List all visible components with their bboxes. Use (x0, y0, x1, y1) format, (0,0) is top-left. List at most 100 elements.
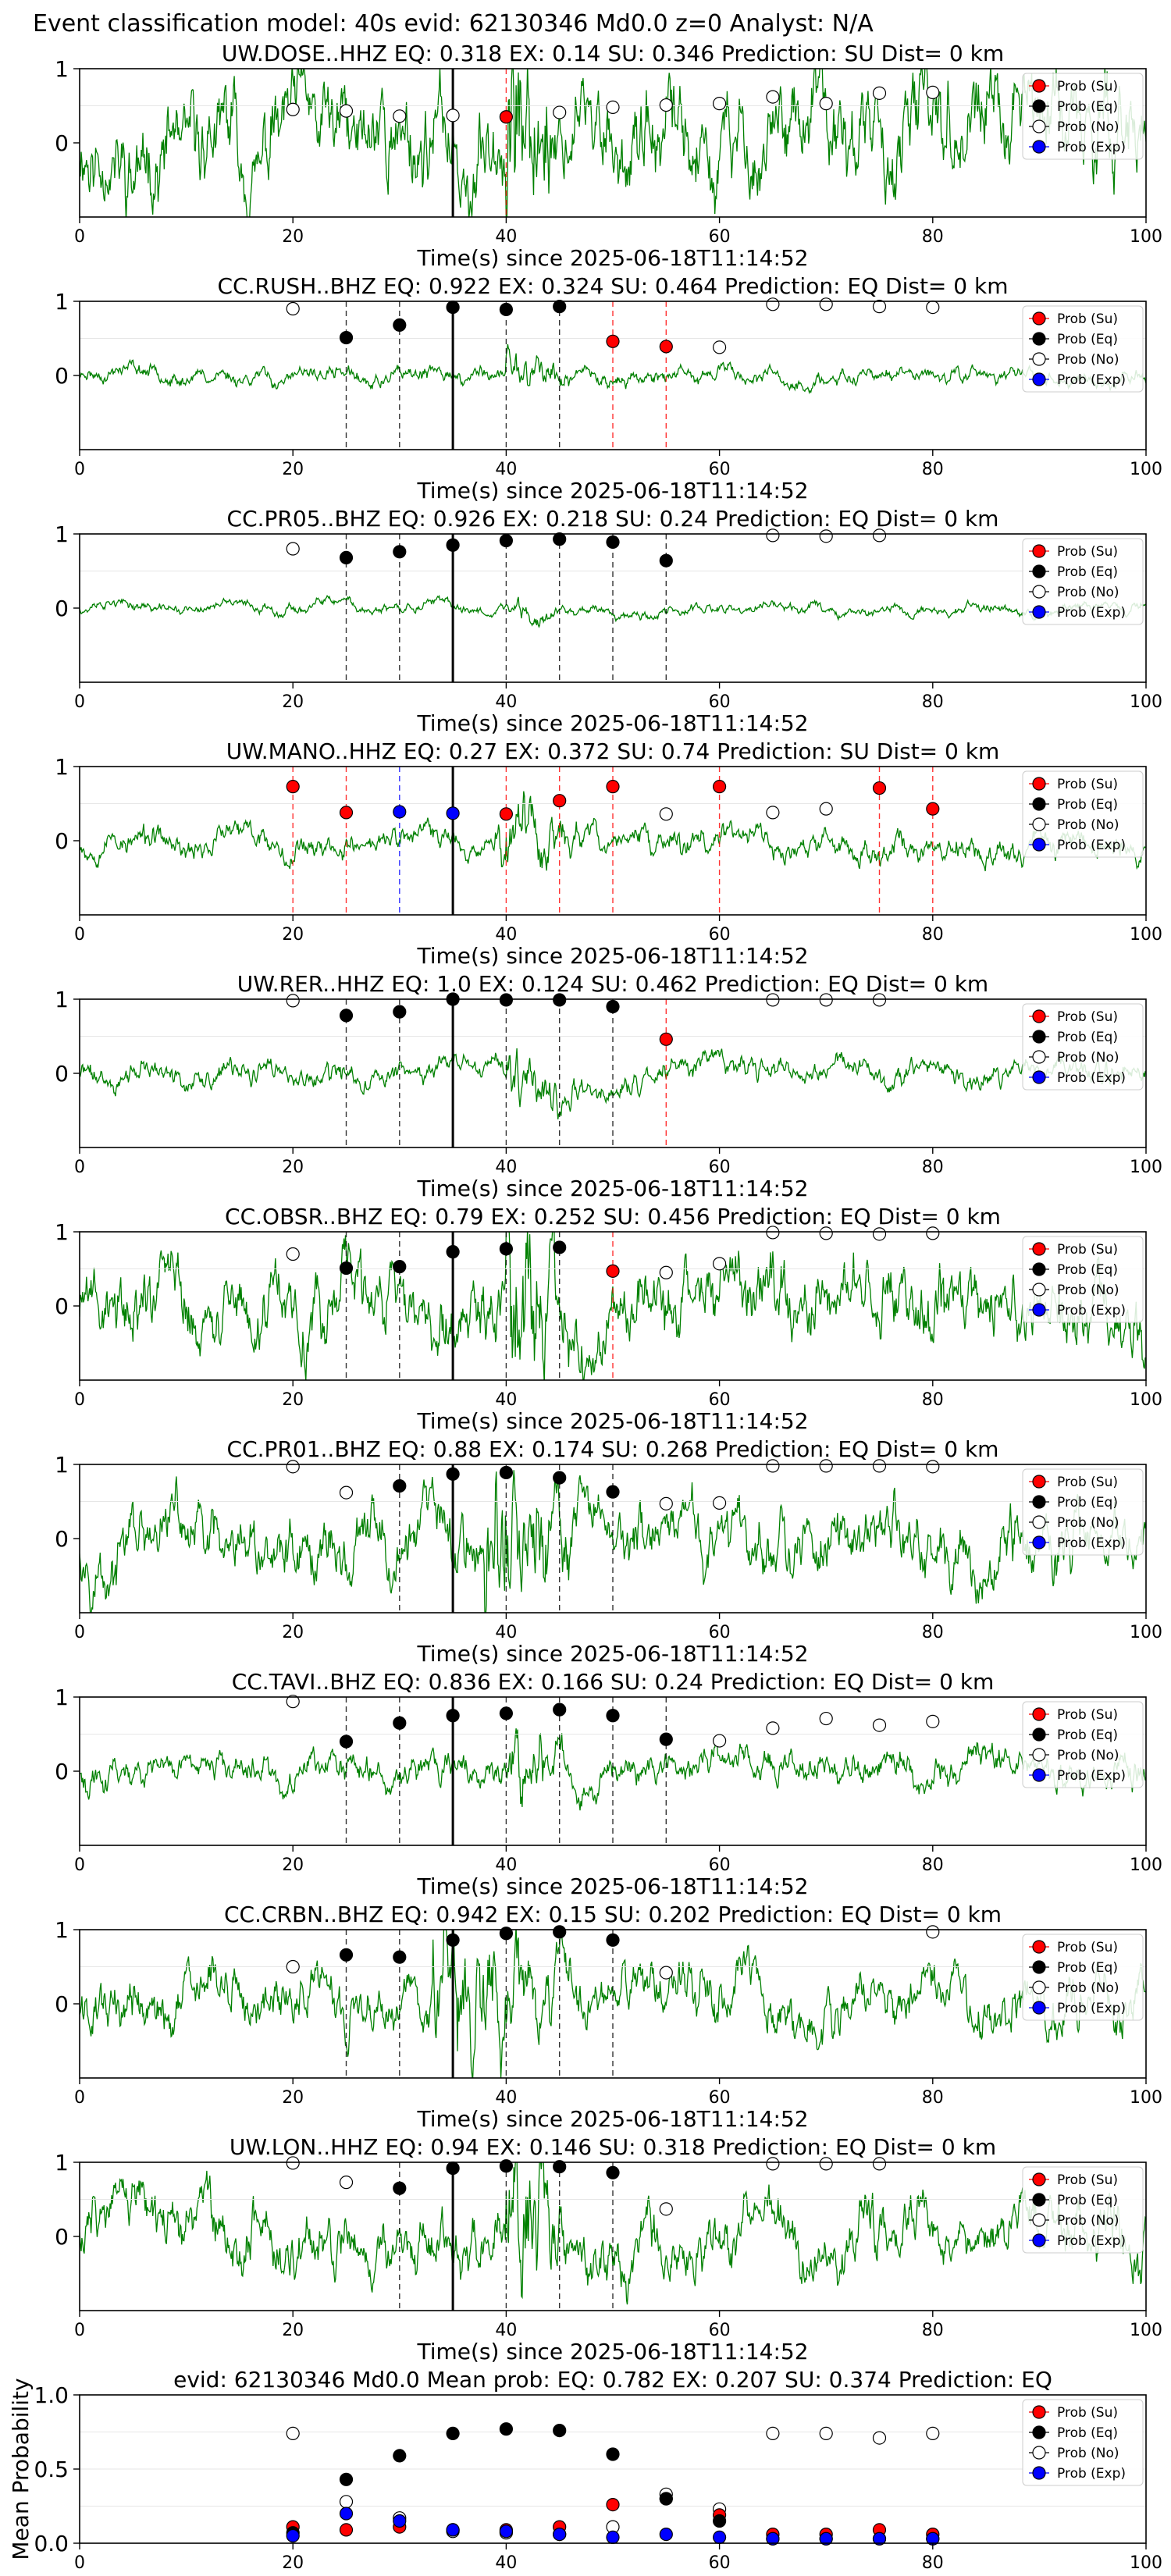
prob-marker-eq (393, 1716, 407, 1730)
legend-label-su: Prob (Su) (1057, 311, 1118, 327)
mean-prob-marker-no (926, 2426, 940, 2440)
legend-label-no: Prob (No) (1057, 352, 1119, 368)
plot-frame (79, 2394, 1147, 2544)
prob-marker-no (606, 100, 620, 114)
x-tick-label: 80 (922, 2088, 944, 2108)
y-tick-label: 0 (55, 828, 69, 854)
legend-box (1022, 1003, 1144, 1091)
prob-marker-no (393, 109, 407, 123)
prob-marker-no (712, 1257, 727, 1271)
legend-marker-eq (1032, 99, 1046, 113)
x-tick-label: 100 (1130, 2321, 1162, 2340)
legend-marker-exp (1032, 2001, 1046, 2015)
prob-marker-no (712, 340, 727, 354)
prob-marker-su (872, 781, 887, 795)
prob-marker-su (499, 807, 514, 821)
plot-frame (79, 1929, 1147, 2079)
x-tick-label: 80 (922, 227, 944, 247)
prob-marker-eq (446, 1709, 460, 1723)
legend-label-su: Prob (Su) (1057, 1242, 1118, 1258)
prob-marker-eq (393, 2181, 407, 2195)
station-panel-cc-pr01-bhz: CC.PR01..BHZ EQ: 0.88 EX: 0.174 SU: 0.26… (55, 1436, 1162, 1667)
x-tick-label: 80 (922, 1856, 944, 1875)
prob-marker-no (659, 1496, 673, 1510)
legend-box (1022, 1701, 1144, 1788)
x-tick-label: 40 (495, 460, 517, 479)
x-tick-label: 20 (282, 227, 304, 247)
legend-marker-su (1032, 544, 1046, 558)
x-tick-label: 20 (282, 1390, 304, 1410)
legend-box (1022, 770, 1144, 858)
prob-marker-no (872, 2157, 887, 2171)
prob-marker-no (872, 1718, 887, 1732)
prob-marker-eq (339, 550, 354, 565)
legend-marker-eq (1032, 1960, 1046, 1974)
y-tick-label: 1 (55, 1685, 69, 1710)
plot-frame (79, 1464, 1147, 1614)
x-tick-label: 20 (282, 460, 304, 479)
prob-marker-no (286, 301, 300, 316)
prob-marker-su (659, 340, 673, 354)
y-tick-label: 0 (55, 1759, 69, 1784)
legend-marker-eq (1032, 1262, 1046, 1276)
legend-marker-su (1032, 777, 1046, 791)
legend-marker-eq (1032, 1030, 1046, 1044)
x-axis-label: Time(s) since 2025-06-18T11:14:52 (416, 1641, 808, 1667)
prob-marker-eq (339, 1261, 354, 1276)
prob-marker-su (339, 806, 354, 820)
x-axis-label: Time(s) since 2025-06-18T11:14:52 (416, 2339, 808, 2364)
mean-prob-marker-eq (606, 2447, 620, 2461)
plot-frame (79, 1696, 1147, 1846)
prob-marker-eq (499, 993, 514, 1007)
prob-marker-eq (446, 1245, 460, 1259)
x-tick-label: 20 (282, 692, 304, 712)
mean-prob-marker-su (606, 2498, 620, 2512)
prob-marker-no (926, 1925, 940, 1939)
waveform-trace (80, 1470, 1146, 1613)
legend-marker-no (1032, 1515, 1046, 1529)
prob-marker-no (819, 802, 833, 816)
legend-label-exp: Prob (Exp) (1057, 2466, 1126, 2482)
panel-title: CC.PR05..BHZ EQ: 0.926 EX: 0.218 SU: 0.2… (227, 506, 999, 532)
prob-marker-no (926, 1460, 940, 1474)
y-tick-label: 0 (55, 1991, 69, 2017)
legend-marker-exp (1032, 1535, 1046, 1550)
legend-marker-no (1032, 1980, 1046, 1994)
mean-prob-marker-eq (553, 2424, 567, 2438)
legend-marker-exp (1032, 140, 1046, 154)
x-tick-label: 0 (74, 227, 85, 247)
prob-marker-eq (499, 533, 514, 548)
x-tick-label: 0 (74, 1623, 85, 1642)
prob-marker-eq (446, 2161, 460, 2176)
prob-marker-su (553, 794, 567, 808)
prob-marker-no (819, 529, 833, 543)
legend-box (1022, 1934, 1144, 2021)
legend-box (1022, 1468, 1144, 1556)
panel-title: CC.OBSR..BHZ EQ: 0.79 EX: 0.252 SU: 0.45… (225, 1204, 1001, 1229)
y-tick-label: 0 (55, 130, 69, 156)
prob-marker-eq (659, 1732, 673, 1746)
legend-marker-no (1032, 352, 1046, 366)
y-tick-label: 1 (55, 521, 69, 547)
mean-prob-marker-exp (659, 2528, 673, 2542)
legend-label-eq: Prob (Eq) (1057, 2425, 1118, 2441)
y-tick-label: 1 (55, 2150, 69, 2176)
prob-marker-eq (553, 1240, 567, 1254)
legend-label-no: Prob (No) (1057, 1980, 1119, 1996)
prob-marker-su (926, 802, 940, 816)
plot-frame (79, 1231, 1147, 1381)
legend-marker-su (1032, 1707, 1046, 1721)
prob-marker-no (659, 1966, 673, 1980)
legend-marker-eq (1032, 564, 1046, 578)
x-tick-label: 80 (922, 2321, 944, 2340)
mean-prob-marker-eq (659, 2492, 673, 2506)
prob-marker-eq (553, 1471, 567, 1485)
prob-marker-no (286, 2156, 300, 2170)
legend-marker-no (1032, 1748, 1046, 1762)
legend-marker-su (1032, 1009, 1046, 1023)
prob-marker-no (819, 993, 833, 1007)
x-tick-label: 60 (709, 925, 731, 945)
x-tick-label: 60 (709, 2321, 731, 2340)
x-tick-label: 40 (495, 925, 517, 945)
